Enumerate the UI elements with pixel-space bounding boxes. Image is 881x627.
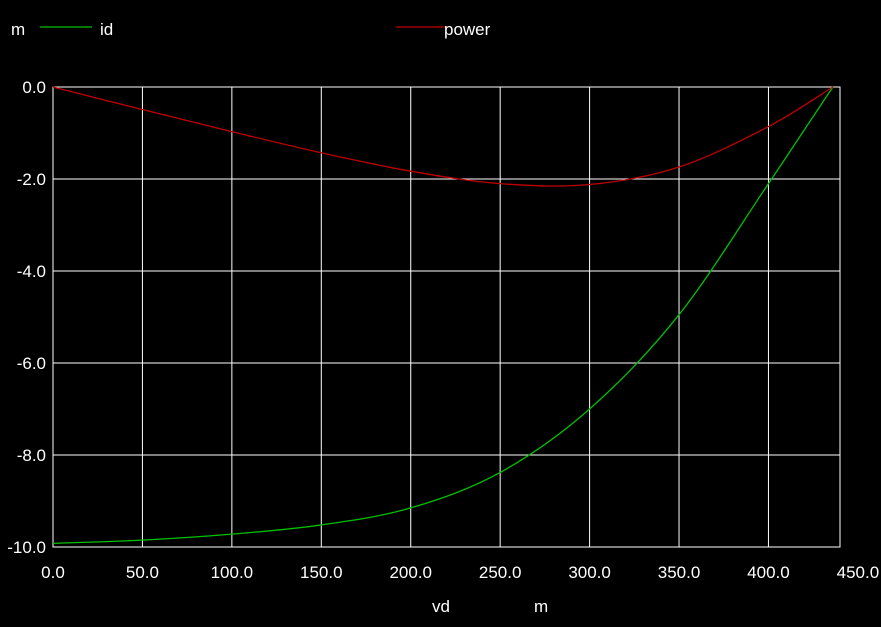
y-tick-label: -4.0	[17, 262, 46, 281]
y-unit-label: m	[11, 20, 25, 39]
grid-lines	[53, 87, 840, 547]
x-tick-label: 350.0	[658, 563, 701, 582]
series-line-power	[52, 86, 834, 187]
x-tick-label: 200.0	[389, 563, 432, 582]
x-tick-label: 150.0	[300, 563, 343, 582]
x-tick-label: 0.0	[41, 563, 65, 582]
legend-label-power: power	[444, 20, 491, 39]
y-axis-ticks: 0.0 -2.0 -4.0 -6.0 -8.0 -10.0	[7, 78, 46, 557]
x-tick-label: 100.0	[211, 563, 254, 582]
y-tick-label: -2.0	[17, 170, 46, 189]
y-tick-label: -8.0	[17, 446, 46, 465]
x-tick-label: 250.0	[479, 563, 522, 582]
x-tick-label: 450.0	[837, 563, 880, 582]
plot-area	[52, 86, 841, 548]
x-tick-label: 400.0	[747, 563, 790, 582]
y-tick-label: 0.0	[22, 78, 46, 97]
x-tick-label: 300.0	[568, 563, 611, 582]
x-tick-label: 50.0	[126, 563, 159, 582]
series-line-id	[52, 86, 834, 544]
legend: id power	[40, 20, 491, 39]
series-lines	[52, 86, 834, 544]
x-axis-label: vd	[432, 597, 450, 616]
x-axis-unit-label: m	[534, 597, 548, 616]
legend-label-id: id	[100, 20, 113, 39]
x-axis-ticks: 0.0 50.0 100.0 150.0 200.0 250.0 300.0 350.0 400…	[41, 563, 879, 582]
y-tick-label: -10.0	[7, 538, 46, 557]
y-tick-label: -6.0	[17, 354, 46, 373]
